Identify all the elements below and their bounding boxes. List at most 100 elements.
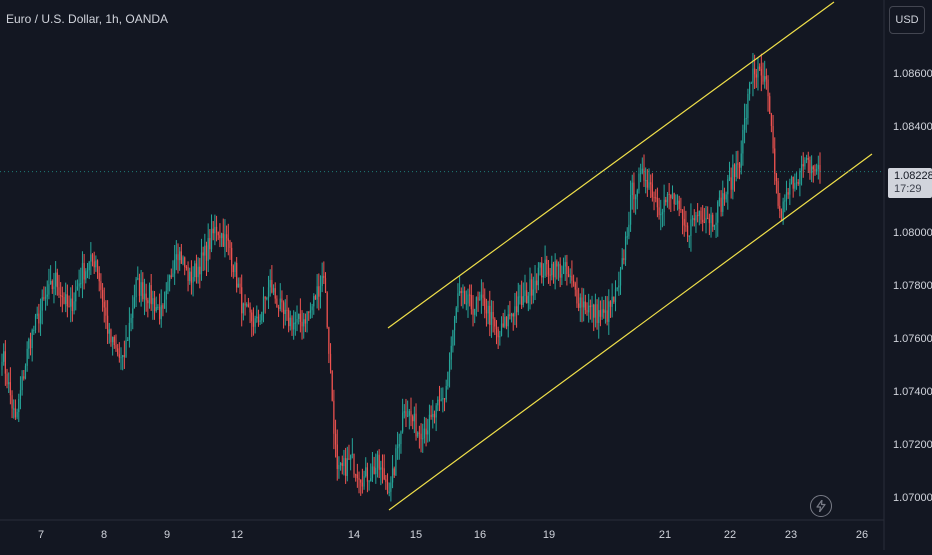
candle-body [195, 263, 198, 278]
candle-body [760, 69, 762, 76]
candle-body [693, 218, 695, 221]
candle-body [599, 310, 602, 317]
candle-body [596, 304, 598, 323]
candle-body [420, 433, 422, 440]
candle-body [311, 306, 313, 311]
candle-body [100, 281, 102, 290]
candle-body [777, 181, 779, 206]
candle-body [276, 298, 278, 308]
candle-body [814, 169, 816, 172]
candle-body [611, 296, 613, 307]
candle-body [666, 193, 669, 203]
candle-body [85, 271, 87, 280]
currency-selector-button[interactable]: USD [889, 6, 925, 34]
candle-body [46, 294, 48, 297]
candle-body [329, 353, 332, 371]
candle-body [457, 293, 459, 308]
candle-body [792, 176, 794, 189]
candle-body [137, 278, 139, 280]
time-tick-label: 7 [38, 529, 44, 541]
last-price-badge: 1.08228 17:29 [888, 168, 932, 198]
candle-body [34, 315, 37, 331]
candle-body [323, 275, 325, 279]
candle-body [256, 316, 258, 319]
candle-body [636, 190, 638, 197]
candle-body [29, 339, 32, 349]
price-tick-label: 1.07000 [893, 492, 932, 504]
candle-body [770, 113, 772, 126]
candle-body [75, 290, 77, 302]
candle-body [536, 280, 538, 286]
candle-body [435, 405, 437, 418]
candle-body [252, 321, 255, 327]
candle-body [296, 318, 298, 323]
candle-body [375, 467, 377, 474]
candle-body [557, 263, 560, 267]
candle-body [398, 444, 400, 447]
candle-body [797, 182, 799, 185]
candle-body [24, 365, 27, 379]
candle-body [422, 438, 424, 440]
candle-body [529, 279, 531, 296]
candle-body [9, 382, 11, 396]
candle-body [519, 296, 521, 298]
candle-body [447, 371, 449, 387]
candle-body [103, 301, 105, 308]
candle-body [668, 193, 670, 195]
candle-body [531, 279, 533, 296]
candle-body [205, 245, 208, 261]
candle-body [675, 203, 677, 205]
candle-body [316, 286, 318, 300]
candle-body [98, 273, 100, 282]
candle-body [363, 476, 365, 487]
candle-body [179, 251, 181, 261]
candle-body [303, 319, 305, 327]
time-tick-label: 12 [231, 529, 243, 541]
candle-body [122, 355, 124, 358]
candle-body [333, 400, 335, 434]
candle-body [710, 214, 712, 224]
candle-body [251, 312, 253, 322]
candle-body [19, 390, 22, 400]
candle-body [160, 305, 162, 320]
upper-channel-line[interactable] [387, 1, 835, 329]
candle-body [214, 226, 216, 234]
candle-body [779, 205, 781, 212]
candle-body [339, 463, 342, 466]
candle-body [628, 224, 630, 237]
candle-body [799, 170, 801, 185]
candle-body [215, 226, 218, 232]
candle-body [395, 448, 397, 476]
lower-channel-line[interactable] [388, 153, 873, 511]
bolt-icon[interactable] [810, 495, 832, 517]
candle-body [202, 252, 204, 256]
candle-body [681, 209, 684, 219]
candle-body [784, 200, 786, 202]
candle-body [380, 467, 382, 470]
candle-body [135, 278, 137, 298]
candle-body [516, 306, 518, 313]
candle-body [759, 66, 761, 70]
candle-body [635, 196, 637, 200]
candle-body [299, 313, 301, 322]
candle-body [443, 398, 446, 400]
candle-body [785, 192, 788, 201]
candle-body [356, 474, 358, 479]
candle-body [795, 182, 798, 184]
candle-body [53, 286, 55, 290]
candle-body [326, 292, 328, 328]
candle-body [464, 290, 466, 304]
candle-body [138, 278, 141, 296]
candle-body [127, 339, 129, 341]
candle-body [663, 199, 665, 213]
candle-body [650, 182, 652, 185]
candle-body [678, 200, 680, 210]
price-tick-label: 1.08400 [893, 121, 932, 133]
candle-body [174, 259, 176, 274]
candle-body [341, 463, 343, 467]
candle-body [162, 305, 164, 309]
candle-body [58, 287, 60, 296]
candle-body [18, 399, 20, 412]
